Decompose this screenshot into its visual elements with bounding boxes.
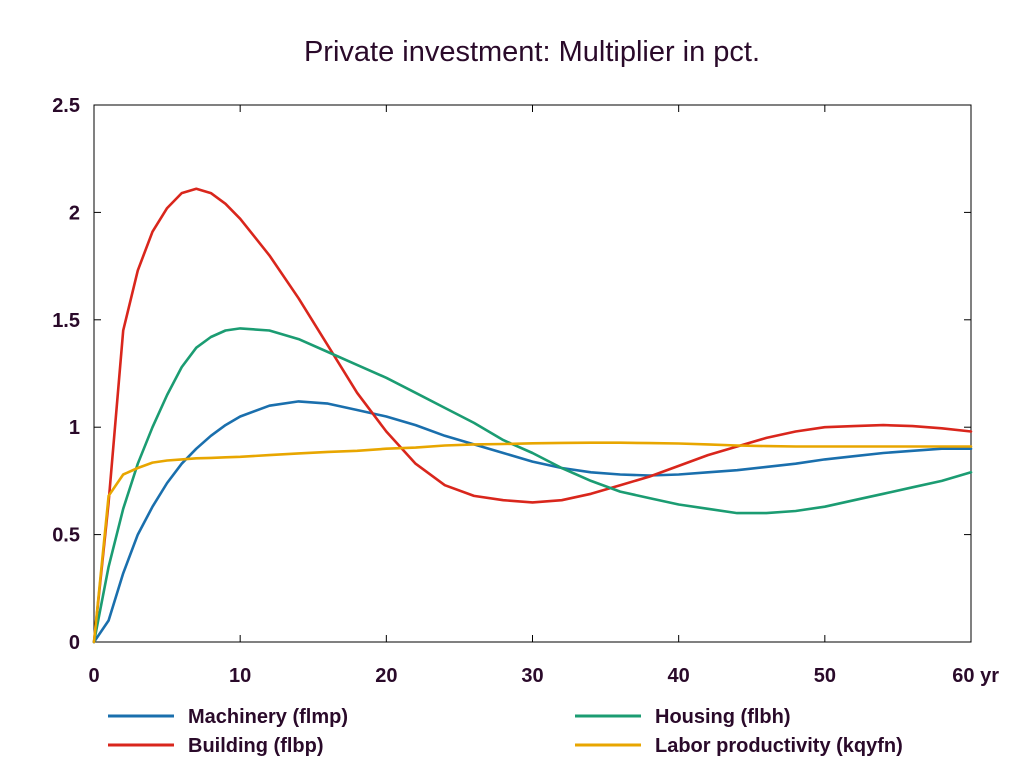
series-line-0 (92, 400, 973, 644)
y-tick-label: 2.5 (52, 95, 80, 117)
legend-label: Building (flbp) (188, 735, 324, 757)
plot-frame (93, 104, 972, 643)
legend-label: Labor productivity (kqyfn) (655, 735, 903, 757)
x-tick-label: 0 (88, 665, 99, 687)
series-line-3 (92, 441, 973, 644)
x-tick-label: 60 yr (952, 665, 999, 687)
y-tick-label: 0 (69, 632, 80, 654)
series-line-2 (92, 327, 973, 644)
y-axis: 0 0.5 1 1.5 2 2.5 (52, 95, 971, 654)
x-tick-label: 30 (521, 665, 543, 687)
x-tick-label: 10 (229, 665, 251, 687)
series-line-1 (92, 187, 973, 644)
x-tick-label: 50 (814, 665, 836, 687)
legend-label: Machinery (flmp) (188, 706, 348, 728)
y-tick-label: 1.5 (52, 310, 80, 332)
y-tick-label: 2 (69, 202, 80, 224)
y-tick-label: 0.5 (52, 525, 80, 547)
x-axis: 0 10 20 30 40 50 60 yr (88, 105, 999, 687)
chart-title: Private investment: Multiplier in pct. (304, 36, 760, 68)
legend-label: Housing (flbh) (655, 706, 791, 728)
legend: Machinery (flmp) Housing (flbh) Building (… (108, 706, 903, 757)
x-tick-label: 40 (668, 665, 690, 687)
series-lines (92, 187, 973, 644)
x-tick-label: 20 (375, 665, 397, 687)
y-tick-label: 1 (69, 417, 80, 439)
